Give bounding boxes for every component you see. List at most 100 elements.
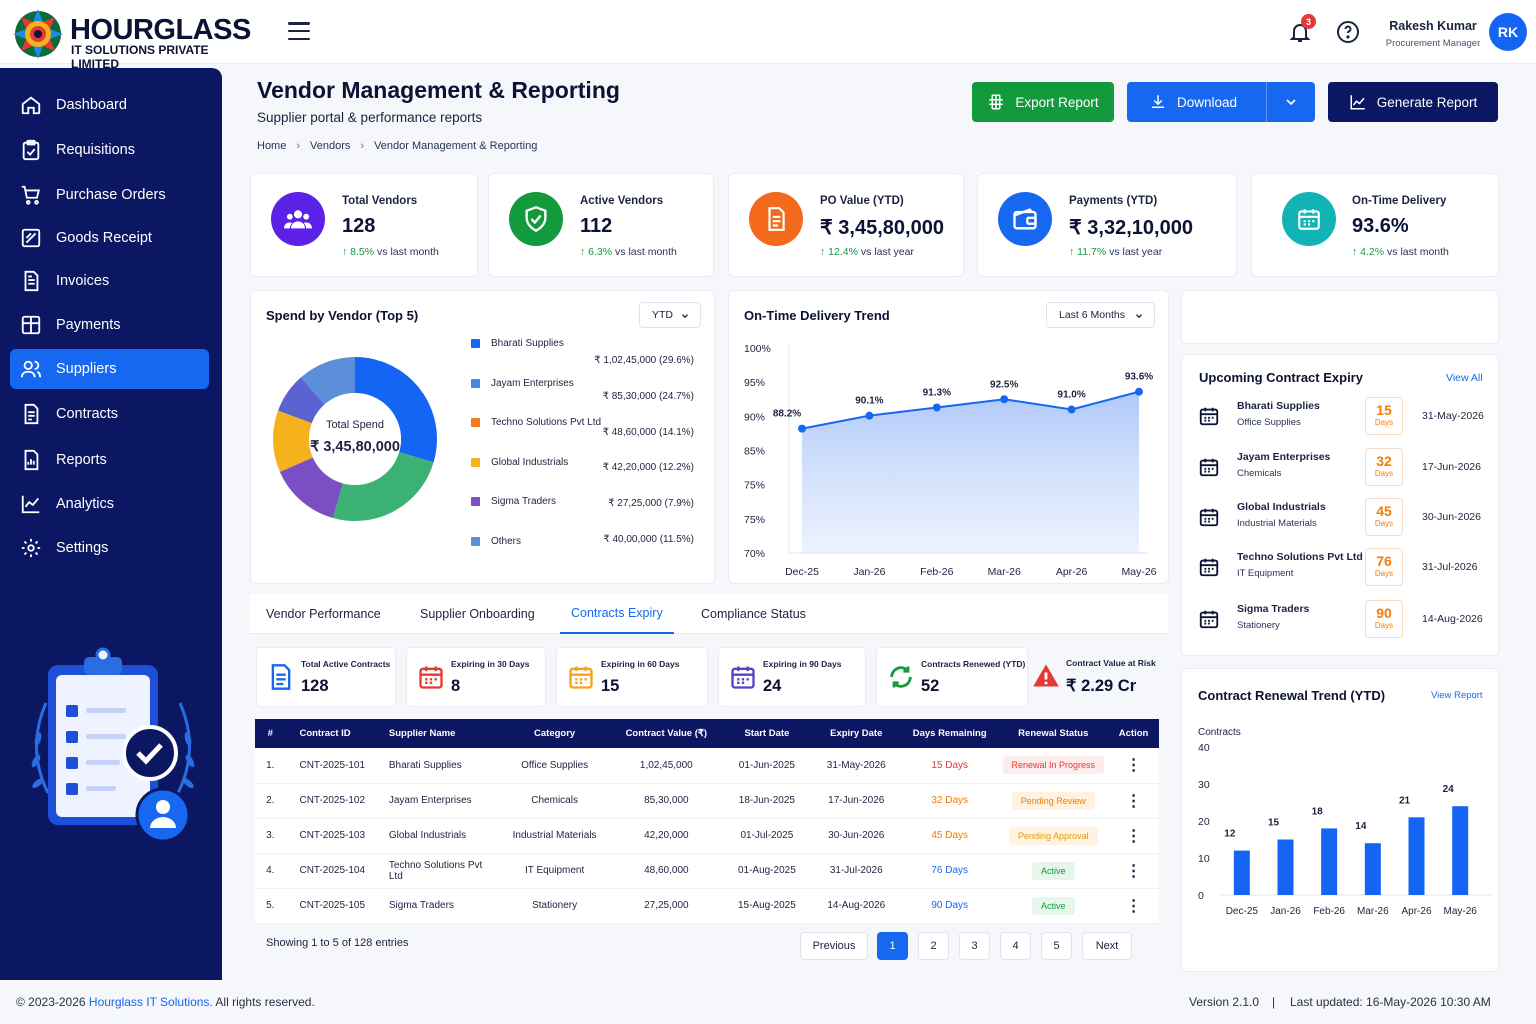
sidebar-item-goods-receipt[interactable]: Goods Receipt (10, 218, 209, 258)
breadcrumb-vendors[interactable]: Vendors (310, 140, 351, 152)
bar[interactable] (1364, 843, 1381, 895)
data-point[interactable] (1135, 387, 1143, 396)
table-row[interactable]: 2. CNT-2025-102 Jayam Enterprises Chemicals… (255, 783, 1159, 819)
column-header[interactable]: Renewal Status (998, 719, 1109, 748)
contract-id[interactable]: CNT-2025-103 (285, 818, 377, 854)
sidebar-item-requisitions[interactable]: Requisitions (10, 130, 209, 170)
tab-vendor-performance[interactable]: Vendor Performance (266, 607, 381, 621)
kpi-value: ₹ 3,45,80,000 (820, 217, 944, 239)
more-options-icon[interactable]: ⋮ (1125, 792, 1142, 810)
data-point[interactable] (1000, 395, 1009, 404)
column-header[interactable]: Contract ID (285, 719, 377, 748)
x-tick-label: Jan-26 (853, 566, 885, 578)
kpi-trend: ↑ 4.2% vs last month (1352, 246, 1449, 258)
view-all-link[interactable]: View All (1446, 372, 1483, 384)
page-3-button[interactable]: 3 (959, 932, 990, 960)
view-report-link[interactable]: View Report (1431, 690, 1483, 701)
days-unit: Days (1374, 621, 1394, 630)
sidebar-item-settings[interactable]: Settings (10, 528, 209, 568)
sidebar: Dashboard Requisitions Purchase Orders G… (0, 68, 222, 980)
previous-page-button[interactable]: Previous (800, 932, 868, 960)
chevron-down-icon[interactable] (1283, 94, 1299, 110)
bar[interactable] (1233, 850, 1250, 895)
sidebar-item-payments[interactable]: Payments (10, 305, 209, 345)
expiry-item[interactable]: Techno Solutions Pvt Ltd IT Equipment 76 Da… (1196, 548, 1490, 590)
bar[interactable] (1452, 806, 1469, 895)
legend-label: Techno Solutions Pvt Ltd (491, 417, 602, 428)
more-options-icon[interactable]: ⋮ (1125, 757, 1142, 775)
breadcrumb-home[interactable]: Home (257, 140, 287, 152)
days-count: 90 (1376, 605, 1392, 621)
column-header[interactable]: Contract Value (₹) (610, 719, 723, 748)
avatar[interactable]: RK (1489, 13, 1527, 51)
data-point[interactable] (1067, 405, 1076, 414)
sidebar-item-purchase-orders[interactable]: Purchase Orders (10, 175, 209, 215)
data-point[interactable] (798, 424, 806, 433)
contract-id[interactable]: CNT-2025-102 (285, 783, 377, 819)
expiry-item[interactable]: Sigma Traders Stationery 90 Days 14-Aug-2026 (1196, 600, 1490, 642)
hourglass-logo-icon (13, 9, 63, 59)
expiry-item[interactable]: Global Industrials Industrial Materials 45… (1196, 498, 1490, 540)
column-header[interactable]: Days Remaining (900, 719, 999, 748)
menu-toggle-icon[interactable] (288, 22, 310, 40)
sidebar-item-reports[interactable]: Reports (10, 440, 209, 480)
column-header[interactable]: Supplier Name (376, 719, 499, 748)
donut-slice[interactable] (273, 357, 437, 521)
bar[interactable] (1408, 817, 1425, 895)
table-row[interactable]: 5. CNT-2025-105 Sigma Traders Stationery 27,… (255, 888, 1159, 924)
download-button[interactable]: Download (1127, 82, 1315, 122)
spend-period-select[interactable]: YTD (639, 302, 701, 328)
tab-contracts-expiry[interactable]: Contracts Expiry (560, 594, 674, 634)
next-page-button[interactable]: Next (1082, 932, 1132, 960)
status-badge: Pending Review (1011, 791, 1095, 810)
sidebar-item-label: Requisitions (56, 142, 135, 158)
contract-id[interactable]: CNT-2025-104 (285, 853, 377, 889)
more-options-icon[interactable]: ⋮ (1125, 862, 1142, 880)
kpi-trend: ↑ 12.4% vs last year (820, 246, 914, 258)
data-point[interactable] (932, 403, 941, 412)
expiry-item[interactable]: Jayam Enterprises Chemicals 32 Days 17-Jun-2… (1196, 448, 1490, 490)
sidebar-item-analytics[interactable]: Analytics (10, 484, 209, 524)
donut-slice[interactable] (273, 357, 437, 521)
brand-logo[interactable]: HOURGLASS IT SOLUTIONS PRIVATE LIMITED (12, 8, 251, 71)
tab-supplier-onboarding[interactable]: Supplier Onboarding (420, 607, 535, 621)
y-tick-label: 75% (744, 480, 765, 492)
clipboard-checklist-illustration (31, 647, 195, 843)
expiry-item[interactable]: Bharati Supplies Office Supplies 15 Days 31-… (1196, 397, 1490, 439)
column-header: Action (1108, 719, 1159, 748)
contract-id[interactable]: CNT-2025-101 (285, 748, 377, 784)
more-options-icon[interactable]: ⋮ (1125, 897, 1142, 915)
company-link[interactable]: Hourglass IT Solutions. (88, 995, 213, 1009)
sidebar-item-dashboard[interactable]: Dashboard (10, 85, 209, 125)
y-tick-label: 0 (1198, 890, 1204, 902)
table-row[interactable]: 4. CNT-2025-104 Techno Solutions Pvt Ltd IT… (255, 853, 1159, 889)
status-badge: Active (1032, 896, 1075, 915)
delivery-period-select[interactable]: Last 6 Months (1046, 302, 1155, 328)
export-report-button[interactable]: Export Report (972, 82, 1114, 122)
generate-report-button[interactable]: Generate Report (1328, 82, 1498, 122)
donut-slice[interactable] (273, 357, 437, 521)
page-2-button[interactable]: 2 (918, 932, 949, 960)
column-header[interactable]: Category (498, 719, 611, 748)
column-header[interactable]: Expiry Date (811, 719, 901, 748)
more-options-icon[interactable]: ⋮ (1125, 827, 1142, 845)
x-tick-label: Mar-26 (1357, 906, 1389, 917)
data-point[interactable] (865, 411, 874, 420)
column-header[interactable]: Start Date (722, 719, 812, 748)
page-5-button[interactable]: 5 (1041, 932, 1072, 960)
sidebar-item-suppliers[interactable]: Suppliers (10, 349, 209, 389)
contract-id[interactable]: CNT-2025-105 (285, 888, 377, 924)
page-1-button[interactable]: 1 (877, 932, 908, 960)
tab-compliance-status[interactable]: Compliance Status (701, 607, 806, 621)
help-icon[interactable] (1336, 20, 1360, 44)
bar[interactable] (1321, 828, 1338, 895)
bar[interactable] (1277, 839, 1294, 896)
sidebar-item-invoices[interactable]: Invoices (10, 261, 209, 301)
kpi-card-total-vendors: Total Vendors 128 ↑ 8.5% vs last month (250, 173, 478, 277)
table-row[interactable]: 1. CNT-2025-101 Bharati Supplies Office Sup… (255, 748, 1159, 784)
table-row[interactable]: 3. CNT-2025-103 Global Industrials Industri… (255, 818, 1159, 854)
bar-value-label: 18 (1312, 806, 1324, 817)
sidebar-item-contracts[interactable]: Contracts (10, 394, 209, 434)
user-name[interactable]: Rakesh Kumar (1389, 19, 1477, 33)
page-4-button[interactable]: 4 (1000, 932, 1031, 960)
